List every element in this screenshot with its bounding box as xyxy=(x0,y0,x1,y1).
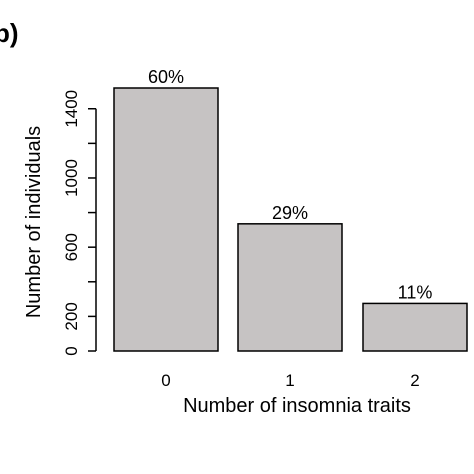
data-labels: 60% 29% 11% xyxy=(148,67,432,302)
y-tick-label: 1000 xyxy=(62,159,81,197)
x-tick-labels: 0 1 2 xyxy=(161,371,419,390)
bar xyxy=(362,302,468,352)
y-tick-label: 600 xyxy=(62,233,81,261)
bar-data-label: 11% xyxy=(398,282,433,302)
bars xyxy=(113,87,468,352)
x-axis-label: Number of insomnia traits xyxy=(183,395,411,417)
y-tick-label: 1400 xyxy=(62,90,81,128)
y-tick-label: 200 xyxy=(62,302,81,330)
y-ticks: 0 200 600 1000 1400 xyxy=(62,90,96,356)
bar xyxy=(113,87,219,352)
y-tick-label: 0 xyxy=(62,346,81,355)
bar xyxy=(237,223,343,352)
y-axis-label: Number of individuals xyxy=(23,126,45,318)
x-tick-label: 0 xyxy=(161,371,170,390)
x-tick-label: 2 xyxy=(410,371,419,390)
bar-data-label: 29% xyxy=(272,203,308,223)
bar-data-label: 60% xyxy=(148,67,184,87)
panel-label: b) xyxy=(0,18,19,48)
x-tick-label: 1 xyxy=(285,371,294,390)
